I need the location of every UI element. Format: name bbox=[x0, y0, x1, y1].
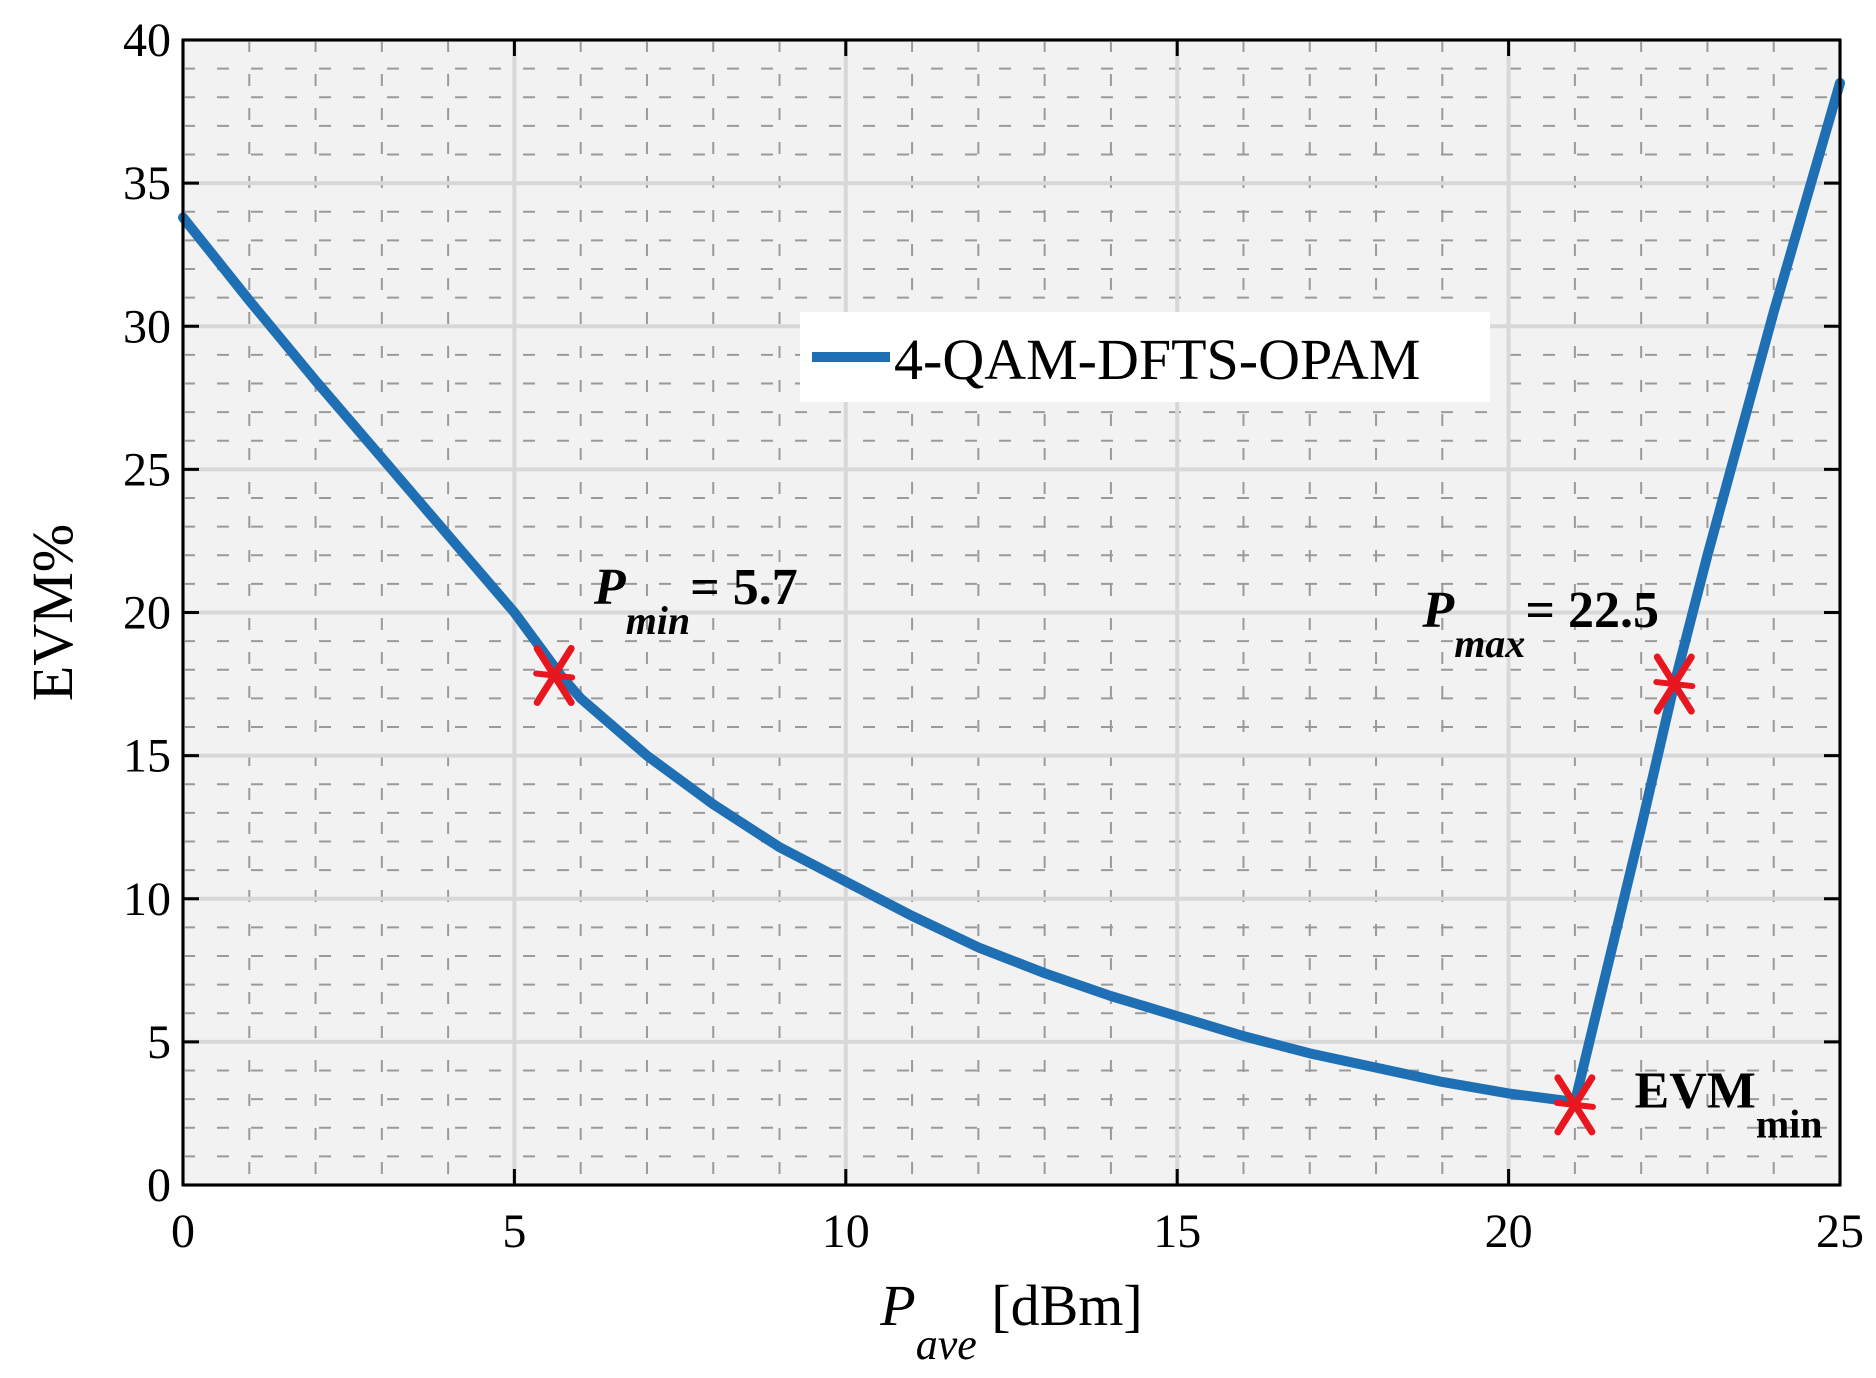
legend-label: 4-QAM-DFTS-OPAM bbox=[894, 327, 1420, 392]
y-tick-label: 25 bbox=[123, 443, 171, 496]
annotation-sub: max bbox=[1454, 621, 1525, 666]
x-tick-label: 10 bbox=[822, 1205, 870, 1258]
legend-box bbox=[800, 312, 1490, 402]
x-tick-label: 0 bbox=[171, 1205, 195, 1258]
y-tick-label: 40 bbox=[123, 14, 171, 67]
x-axis-label: Pave [dBm] bbox=[879, 1273, 1142, 1369]
x-axis-label-unit: [dBm] bbox=[977, 1273, 1143, 1338]
annotation-2: EVMmin bbox=[1635, 1063, 1823, 1147]
marker-layer bbox=[533, 644, 1696, 1136]
axis-labels: Pave [dBm] EVM% bbox=[20, 524, 1143, 1369]
y-tick-label: 10 bbox=[123, 873, 171, 926]
annotation-main: EVM bbox=[1635, 1063, 1756, 1120]
series-layer bbox=[178, 77, 1845, 1107]
y-tick-label: 20 bbox=[123, 587, 171, 640]
marker-stroke bbox=[1553, 1099, 1596, 1110]
annotation-value: = 22.5 bbox=[1525, 582, 1659, 639]
y-tick-label: 0 bbox=[147, 1159, 171, 1212]
legend: 4-QAM-DFTS-OPAM bbox=[800, 312, 1490, 402]
annotation-sub: min bbox=[1756, 1102, 1823, 1147]
y-axis-label: EVM% bbox=[20, 524, 85, 701]
annotation-value: = 5.7 bbox=[690, 559, 798, 616]
tick-labels: 0 5 10 15 20 25 0 5 10 15 20 25 30 35 40 bbox=[123, 14, 1864, 1258]
minor-grid bbox=[183, 40, 1840, 1185]
series-line-0 bbox=[178, 77, 1845, 1107]
y-tick-label: 35 bbox=[123, 157, 171, 210]
x-axis-label-sub: ave bbox=[916, 1320, 977, 1369]
annotation-1: Pmax= 22.5 bbox=[1421, 582, 1659, 666]
y-tick-label: 15 bbox=[123, 730, 171, 783]
x-tick-label: 20 bbox=[1485, 1205, 1533, 1258]
x-tick-label: 25 bbox=[1816, 1205, 1864, 1258]
annotation-main: P bbox=[1421, 582, 1455, 639]
x-tick-label: 5 bbox=[502, 1205, 526, 1258]
marker-stroke bbox=[533, 670, 576, 681]
x-tick-label: 15 bbox=[1153, 1205, 1201, 1258]
annotation-main: P bbox=[593, 559, 627, 616]
marker-x-1 bbox=[1553, 1074, 1596, 1136]
y-tick-label: 30 bbox=[123, 300, 171, 353]
annotation-0: Pmin= 5.7 bbox=[593, 559, 798, 643]
annotation-sub: min bbox=[626, 598, 690, 643]
x-axis-label-main: P bbox=[879, 1273, 915, 1338]
marker-x-0 bbox=[533, 644, 576, 706]
marker-stroke bbox=[1653, 679, 1696, 690]
y-tick-label: 5 bbox=[147, 1016, 171, 1069]
marker-x-2 bbox=[1653, 653, 1696, 715]
axes-frame bbox=[181, 38, 1842, 1187]
